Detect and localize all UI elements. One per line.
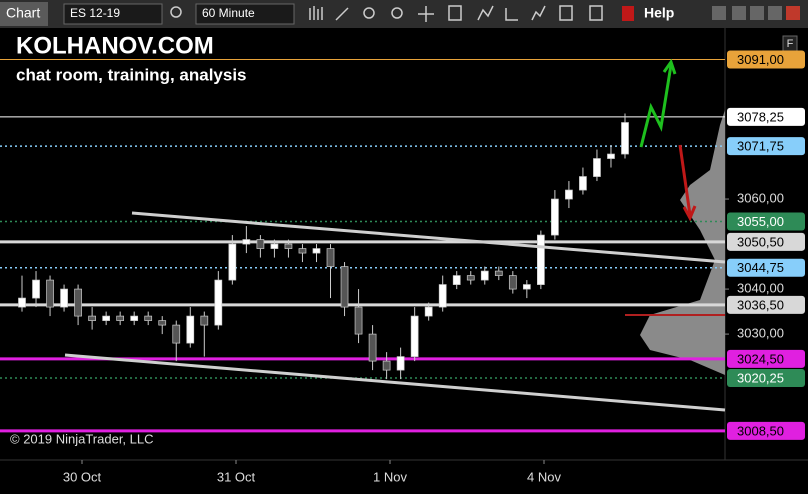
level-label-bg xyxy=(727,137,805,156)
candle-body xyxy=(46,279,54,308)
candle-body xyxy=(396,356,405,371)
down-arrow-head xyxy=(682,205,697,222)
level-label: 3071,75 xyxy=(737,139,784,154)
candle-body xyxy=(298,248,307,254)
candle-body xyxy=(116,315,125,321)
candle-body xyxy=(382,360,391,371)
candle-body xyxy=(551,198,559,236)
candle-body xyxy=(74,288,82,317)
candle-body xyxy=(144,315,153,321)
candle-body xyxy=(438,284,447,308)
toolbar-icons[interactable] xyxy=(170,5,603,22)
logo xyxy=(622,6,634,21)
level-label-bg xyxy=(727,368,805,387)
level-label-bg xyxy=(727,212,805,231)
candle-body xyxy=(18,297,26,308)
candle-body xyxy=(270,243,279,249)
interval-select[interactable] xyxy=(195,3,295,25)
candle-body xyxy=(242,239,251,245)
y-tick-label: 3060,00 xyxy=(737,190,784,205)
y-tick-label: 3040,00 xyxy=(737,281,784,296)
candle-body xyxy=(200,315,209,326)
candle-body xyxy=(172,324,181,344)
help[interactable]: Help xyxy=(644,5,674,21)
candle-body xyxy=(214,279,223,326)
level-label-bg xyxy=(727,232,805,251)
candle-body xyxy=(368,333,377,362)
candle-body xyxy=(256,239,265,249)
candle-body xyxy=(340,266,349,308)
candle-body xyxy=(130,315,139,321)
candle-body xyxy=(312,248,321,254)
interval: 60 Minute xyxy=(202,6,255,20)
level-label-bg xyxy=(727,107,805,126)
level-label: 3055,00 xyxy=(737,214,784,229)
candle-body xyxy=(607,153,615,159)
level-label-bg xyxy=(727,258,805,277)
x-tick-label: 1 Nov xyxy=(373,469,407,484)
down-arrow xyxy=(678,144,692,216)
candle-body xyxy=(522,284,531,290)
x-tick-label: 30 Oct xyxy=(63,469,102,484)
level-label: 3091,00 xyxy=(737,52,784,67)
y-tick-label: 3030,00 xyxy=(737,326,784,341)
level-label: 3036,50 xyxy=(737,297,784,312)
level-label-bg xyxy=(727,349,805,368)
candle-body xyxy=(480,270,489,281)
level-label: 3024,50 xyxy=(737,351,784,366)
level-label: 3044,75 xyxy=(737,260,784,275)
chart-subtitle: chat room, training, analysis xyxy=(16,65,247,84)
level-label: 3020,25 xyxy=(737,370,784,385)
candle-body xyxy=(593,158,601,177)
level-label: 3008,50 xyxy=(737,423,784,438)
candle-body xyxy=(410,315,419,357)
chart-title: KOLHANOV.COM xyxy=(16,32,214,59)
x-tick-label: 31 Oct xyxy=(217,469,256,484)
candle-body xyxy=(452,275,461,285)
volume-profile xyxy=(640,110,725,375)
up-arrow-head xyxy=(662,58,677,75)
candle-body xyxy=(508,275,517,290)
candle-body xyxy=(228,243,237,281)
level-label-bg xyxy=(727,421,805,440)
candle-body xyxy=(494,270,503,276)
candle-body xyxy=(102,315,110,321)
candle-body xyxy=(32,279,40,299)
candle-body xyxy=(565,189,573,200)
tab[interactable] xyxy=(0,2,48,26)
candle-body xyxy=(284,243,293,249)
tab-label: Chart xyxy=(6,5,40,21)
candle-body xyxy=(326,248,335,267)
panel-button-label: F xyxy=(787,38,794,50)
instrument: ES 12-19 xyxy=(70,6,120,20)
level-label: 3050,50 xyxy=(737,234,784,249)
copyright: © 2019 NinjaTrader, LLC xyxy=(10,431,154,446)
candle-body xyxy=(88,315,96,321)
candle-body xyxy=(621,122,629,155)
level-label-bg xyxy=(727,50,805,69)
x-tick-label: 4 Nov xyxy=(527,469,561,484)
candle-body xyxy=(579,176,587,191)
candle-body xyxy=(354,306,363,335)
candle-body xyxy=(466,275,475,281)
trend-line xyxy=(64,353,726,412)
candle-body xyxy=(424,306,433,317)
candle-body xyxy=(537,234,545,285)
window-controls[interactable] xyxy=(712,6,800,20)
trend-line xyxy=(131,211,726,264)
candle-body xyxy=(186,315,195,344)
level-label-bg xyxy=(727,295,805,314)
instrument-select[interactable] xyxy=(63,3,163,25)
candle-body xyxy=(60,288,68,308)
level-label: 3078,25 xyxy=(737,109,784,124)
candle-body xyxy=(158,320,167,326)
up-arrow xyxy=(639,64,673,148)
